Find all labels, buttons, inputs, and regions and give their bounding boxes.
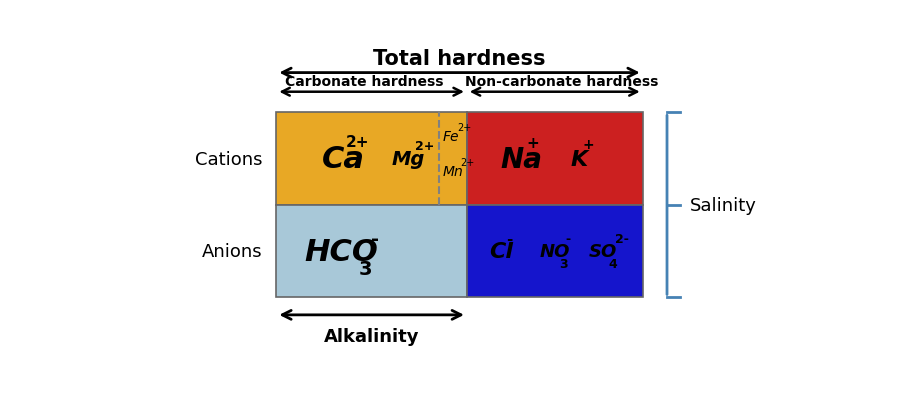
Text: 3: 3	[359, 259, 373, 278]
Text: K: K	[570, 149, 588, 169]
Text: Total hardness: Total hardness	[374, 49, 545, 69]
Text: Na: Na	[500, 145, 543, 173]
Text: SO: SO	[589, 242, 617, 261]
Bar	[467, 205, 643, 298]
Text: Fe: Fe	[443, 130, 459, 144]
Text: -: -	[566, 232, 571, 245]
Text: Anions: Anions	[202, 242, 263, 261]
Bar	[276, 113, 467, 205]
Text: Mn: Mn	[443, 165, 464, 179]
Text: HCO: HCO	[304, 237, 378, 266]
Text: Salinity: Salinity	[690, 197, 757, 214]
Text: 3: 3	[560, 258, 568, 271]
Text: Cl: Cl	[490, 242, 513, 261]
Bar	[467, 113, 643, 205]
Text: +: +	[526, 136, 540, 151]
Bar	[276, 205, 467, 298]
Text: Alkalinity: Alkalinity	[324, 327, 419, 345]
Text: Cations: Cations	[195, 150, 263, 168]
Text: 2-: 2-	[615, 232, 628, 245]
Text: Mg: Mg	[392, 150, 425, 169]
Text: +: +	[582, 138, 594, 152]
Text: Non-carbonate hardness: Non-carbonate hardness	[465, 74, 659, 88]
Text: NO: NO	[540, 242, 571, 261]
Text: 2+: 2+	[346, 134, 370, 149]
Text: 2+: 2+	[415, 140, 434, 153]
Text: Carbonate hardness: Carbonate hardness	[285, 74, 444, 88]
Text: -: -	[371, 229, 379, 248]
Text: 2+: 2+	[460, 157, 474, 167]
Text: Ca: Ca	[322, 145, 364, 174]
Text: 4: 4	[608, 258, 617, 271]
Text: -: -	[506, 231, 512, 246]
Text: 2+: 2+	[457, 123, 472, 133]
